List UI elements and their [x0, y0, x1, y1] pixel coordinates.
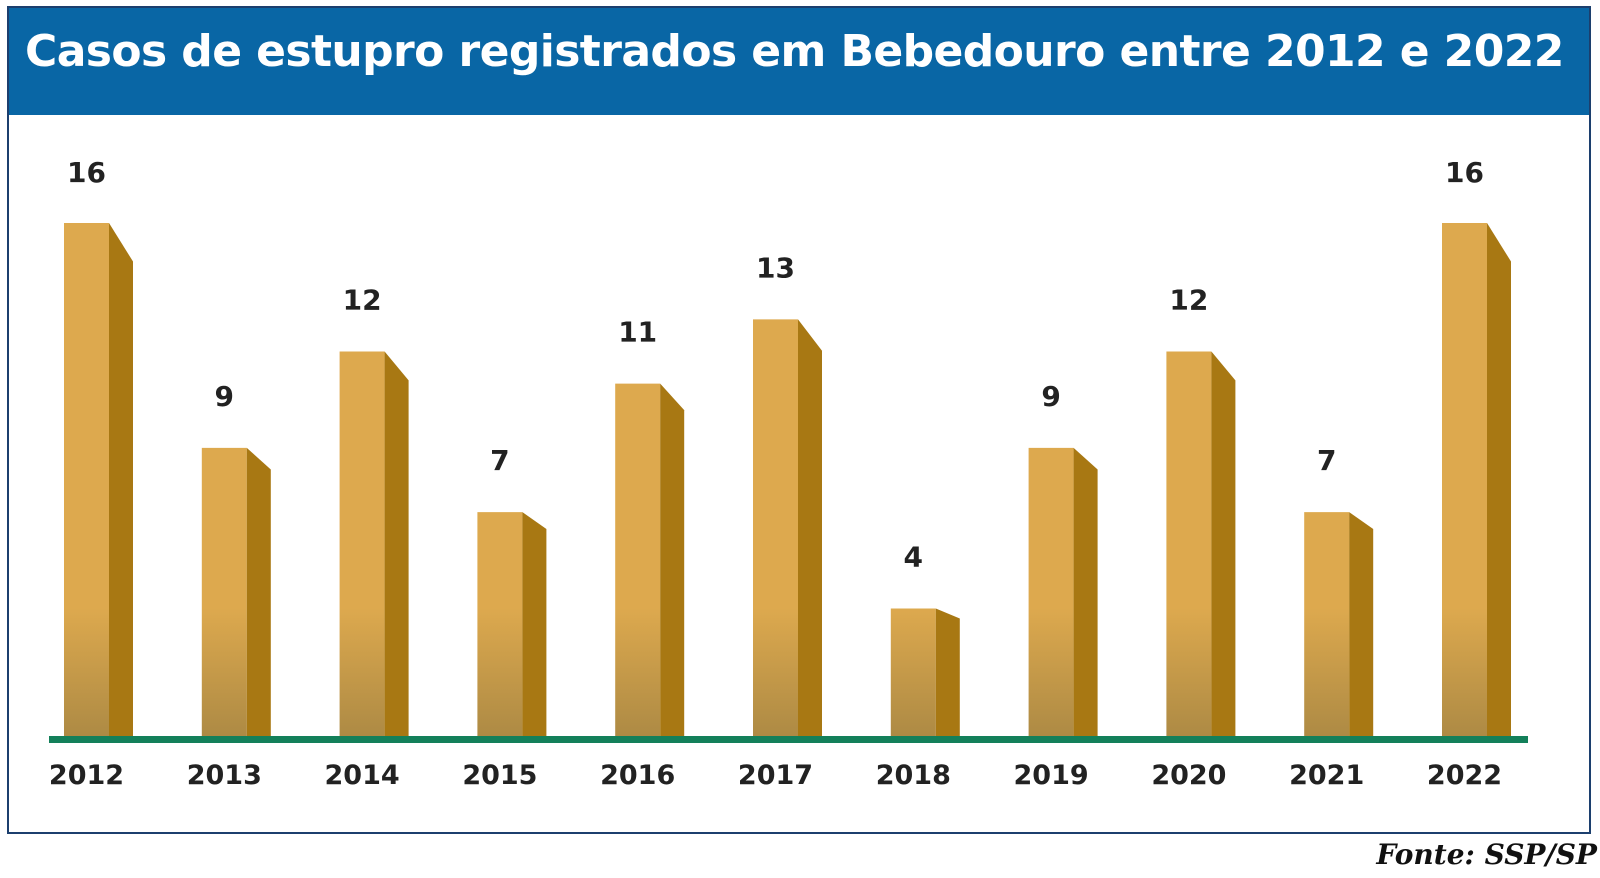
bar-side — [1073, 447, 1098, 737]
bar-2020 — [1166, 351, 1236, 737]
bar-side — [1211, 351, 1236, 737]
bar-2016 — [615, 383, 685, 737]
bar-2022 — [1442, 223, 1511, 737]
x-tick-label: 2015 — [462, 760, 537, 791]
x-tick-label: 2017 — [738, 760, 813, 791]
x-tick-label: 2022 — [1427, 760, 1502, 791]
x-tick-label: 2016 — [600, 760, 675, 791]
x-tick-label: 2020 — [1151, 760, 1226, 791]
bars-group — [64, 223, 1511, 737]
x-tick-labels: 2012 2013 2014 2015 2016 2017 2018 2019 2020 2021… — [49, 760, 1502, 791]
bar-side — [935, 608, 960, 737]
data-label: 7 — [490, 444, 509, 477]
bar-front — [1166, 351, 1212, 737]
bar-2012 — [64, 223, 133, 737]
data-label: 7 — [1317, 444, 1336, 477]
data-label: 13 — [756, 251, 795, 284]
x-axis-baseline — [49, 736, 1528, 743]
bar-side — [246, 447, 271, 737]
bar-front — [1028, 447, 1074, 737]
x-tick-label: 2019 — [1014, 760, 1089, 791]
data-label: 9 — [1041, 380, 1060, 413]
bar-2018 — [890, 608, 960, 737]
x-tick-label: 2021 — [1289, 760, 1364, 791]
x-tick-label: 2014 — [325, 760, 400, 791]
data-labels: 16 9 12 7 11 13 4 9 12 7 16 — [67, 156, 1484, 574]
bar-front — [753, 319, 798, 737]
data-label: 9 — [215, 380, 234, 413]
bar-2019 — [1028, 447, 1098, 737]
bar-front — [201, 447, 247, 737]
x-tick-label: 2018 — [876, 760, 951, 791]
data-label: 11 — [618, 316, 657, 349]
bar-2017 — [753, 319, 822, 737]
bar-front — [64, 223, 109, 737]
bar-side — [1487, 223, 1511, 737]
bar-side — [384, 351, 409, 737]
x-tick-label: 2013 — [187, 760, 262, 791]
bar-side — [109, 223, 133, 737]
data-label: 12 — [343, 284, 382, 317]
bar-front — [1442, 223, 1487, 737]
bar-front — [477, 512, 523, 737]
data-label: 16 — [67, 156, 106, 189]
bar-2021 — [1304, 512, 1374, 737]
bar-2013 — [201, 447, 271, 737]
bar-front — [890, 608, 936, 737]
title-banner: Casos de estupro registrados em Bebedour… — [9, 8, 1589, 115]
bar-side — [798, 319, 822, 737]
bar-side — [660, 383, 685, 737]
x-tick-label: 2012 — [49, 760, 124, 791]
bar-side — [522, 512, 547, 737]
data-label: 12 — [1169, 284, 1208, 317]
source-note: Fonte: SSP/SP — [1376, 838, 1597, 871]
bar-side — [1349, 512, 1374, 737]
bar-2015 — [477, 512, 547, 737]
data-label: 16 — [1445, 156, 1484, 189]
chart-title: Casos de estupro registrados em Bebedour… — [25, 26, 1564, 77]
bar-front — [339, 351, 385, 737]
bar-front — [615, 383, 661, 737]
data-label: 4 — [904, 541, 923, 574]
bar-front — [1304, 512, 1350, 737]
bar-2014 — [339, 351, 409, 737]
